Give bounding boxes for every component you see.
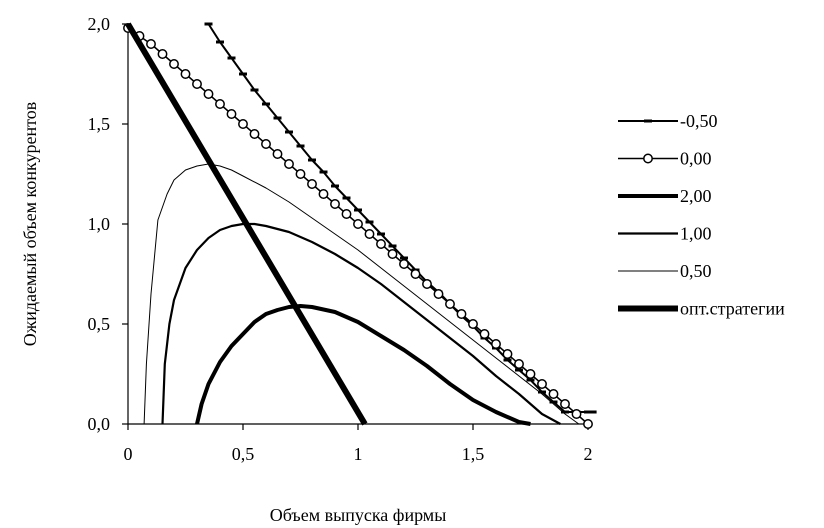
series-layer [123, 22, 597, 429]
series-1 [123, 23, 593, 429]
data-point [295, 169, 306, 179]
data-point [157, 49, 168, 59]
legend-entry: 1,00 [618, 224, 712, 244]
data-point [525, 369, 536, 379]
x-tick-label: 1,5 [462, 444, 485, 464]
data-point [226, 109, 237, 119]
legend-label: 0,00 [680, 149, 712, 169]
y-tick-label: 0,5 [88, 314, 111, 334]
plot-area: 0 0,5 1 1,5 2 0,0 0,5 1,0 1,5 2,0 [88, 14, 597, 464]
x-tick-label: 0 [124, 444, 133, 464]
data-point [272, 149, 283, 159]
legend-label: 1,00 [680, 224, 712, 244]
series-2 [195, 304, 531, 426]
series-line [143, 163, 580, 425]
data-point [479, 329, 490, 339]
data-point [261, 139, 271, 149]
legend-entry: -0,50 [618, 111, 718, 131]
legend-label: 2,00 [680, 186, 712, 206]
data-point [330, 199, 340, 209]
legend: -0,50 0,00 2,00 1,00 0,50 опт.стратегии [618, 111, 785, 319]
data-point [548, 389, 559, 399]
data-point [341, 209, 352, 219]
legend-label: -0,50 [680, 111, 718, 131]
data-point [353, 219, 363, 229]
data-point [203, 89, 214, 99]
y-tick-label: 2,0 [88, 14, 111, 34]
legend-entry: 2,00 [618, 186, 712, 206]
data-point [445, 299, 455, 309]
x-axis-title: Объем выпуска фирмы [270, 505, 447, 525]
data-point [468, 319, 478, 329]
data-point [169, 59, 179, 69]
y-tick-label: 0,0 [88, 414, 111, 434]
data-point [410, 269, 421, 279]
data-point [364, 229, 375, 239]
data-point [284, 159, 294, 169]
data-point [433, 289, 444, 299]
data-point [502, 349, 513, 359]
data-point [180, 69, 191, 79]
series-line [161, 222, 561, 425]
legend-label: опт.стратегии [680, 299, 785, 319]
data-point [215, 99, 225, 109]
data-point [583, 419, 593, 429]
data-point [249, 129, 260, 139]
data-point [318, 189, 329, 199]
data-point [491, 339, 501, 349]
legend-entry: 0,00 [618, 149, 712, 169]
data-point [146, 39, 156, 49]
data-point [387, 249, 398, 259]
y-axis-title: Ожидаемый объем конкурентов [20, 102, 40, 346]
data-point [376, 239, 386, 249]
legend-marker [643, 153, 653, 164]
data-point [192, 79, 202, 89]
data-point [571, 409, 582, 419]
series-3 [161, 222, 561, 425]
x-tick-label: 1 [354, 444, 363, 464]
legend-entry: опт.стратегии [618, 299, 785, 319]
data-point [560, 399, 570, 409]
y-tick-label: 1,0 [88, 214, 111, 234]
series-4 [143, 163, 580, 425]
legend-label: 0,50 [680, 261, 712, 281]
data-point [238, 119, 248, 129]
data-point [456, 309, 467, 319]
series-line [207, 23, 593, 413]
data-point [399, 259, 409, 269]
data-point [514, 359, 524, 369]
data-point [422, 279, 432, 289]
data-point [307, 179, 317, 189]
series-line [125, 22, 368, 426]
data-point [537, 379, 547, 389]
series-5 [125, 22, 368, 426]
series-0 [204, 22, 597, 414]
series-line [195, 304, 531, 426]
x-tick-label: 2 [584, 444, 593, 464]
y-tick-label: 1,5 [88, 114, 111, 134]
legend-entry: 0,50 [618, 261, 712, 281]
x-tick-label: 0,5 [232, 444, 255, 464]
